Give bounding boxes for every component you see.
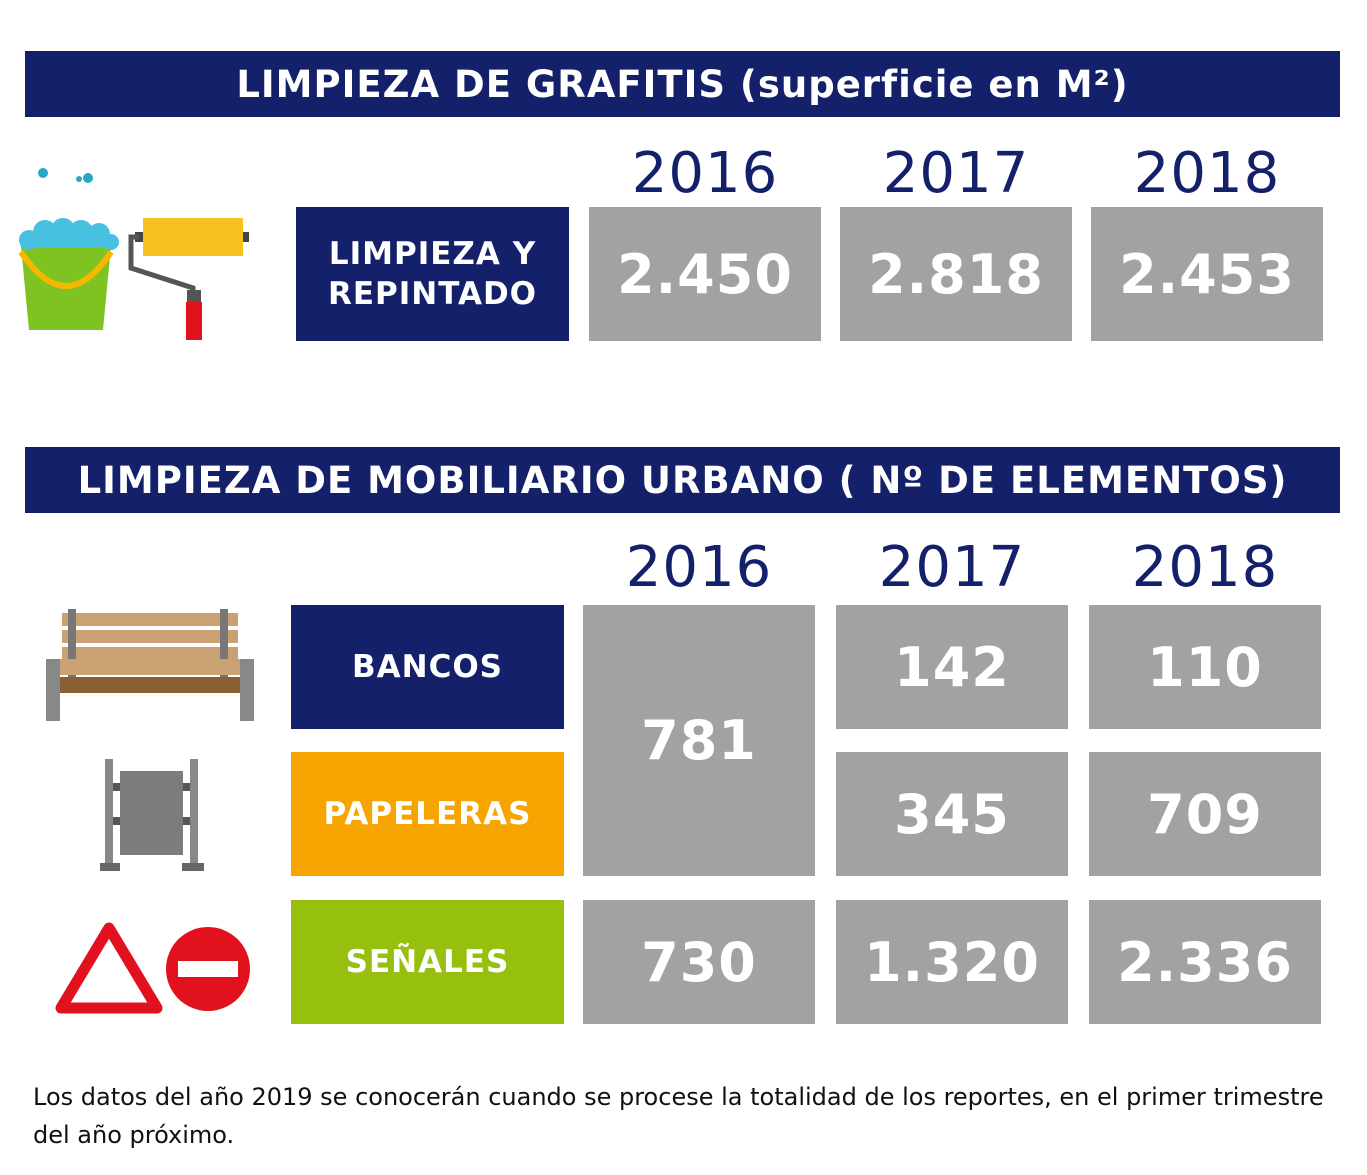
grafitis-title: LIMPIEZA DE GRAFITIS (superficie en M²) xyxy=(25,51,1340,117)
trash-bin-icon xyxy=(100,759,204,871)
paint-bucket-icon xyxy=(18,168,119,330)
value-bancos-papeleras-2016: 781 xyxy=(583,605,815,876)
value-senales-2017: 1.320 xyxy=(836,900,1068,1024)
bench-icon xyxy=(46,609,254,721)
mobiliario-year-2016: 2016 xyxy=(625,535,773,600)
mobiliario-year-2017: 2017 xyxy=(878,535,1026,600)
value-bancos-2017: 142 xyxy=(836,605,1068,729)
paint-roller-icon xyxy=(128,218,249,340)
value-papeleras-2018: 709 xyxy=(1089,752,1321,876)
mobiliario-title: LIMPIEZA DE MOBILIARIO URBANO ( Nº DE EL… xyxy=(25,447,1340,513)
grafitis-year-2018: 2018 xyxy=(1133,141,1281,206)
mobiliario-year-2018: 2018 xyxy=(1131,535,1279,600)
row-label-senales: SEÑALES xyxy=(291,900,564,1024)
value-papeleras-2017: 345 xyxy=(836,752,1068,876)
grafitis-year-2017: 2017 xyxy=(882,141,1030,206)
value-bancos-2018: 110 xyxy=(1089,605,1321,729)
no-entry-sign-icon xyxy=(166,927,250,1011)
value-grafitis-2018: 2.453 xyxy=(1091,207,1323,341)
value-senales-2016: 730 xyxy=(583,900,815,1024)
row-label-limpieza-repintado: LIMPIEZA Y REPINTADO xyxy=(296,207,569,341)
row-label-papeleras: PAPELERAS xyxy=(291,752,564,876)
value-senales-2018: 2.336 xyxy=(1089,900,1321,1024)
value-grafitis-2017: 2.818 xyxy=(840,207,1072,341)
grafitis-year-2016: 2016 xyxy=(631,141,779,206)
row-label-bancos: BANCOS xyxy=(291,605,564,729)
footnote: Los datos del año 2019 se conocerán cuan… xyxy=(33,1083,1324,1149)
value-grafitis-2016: 2.450 xyxy=(589,207,821,341)
warning-triangle-icon xyxy=(55,922,163,1014)
